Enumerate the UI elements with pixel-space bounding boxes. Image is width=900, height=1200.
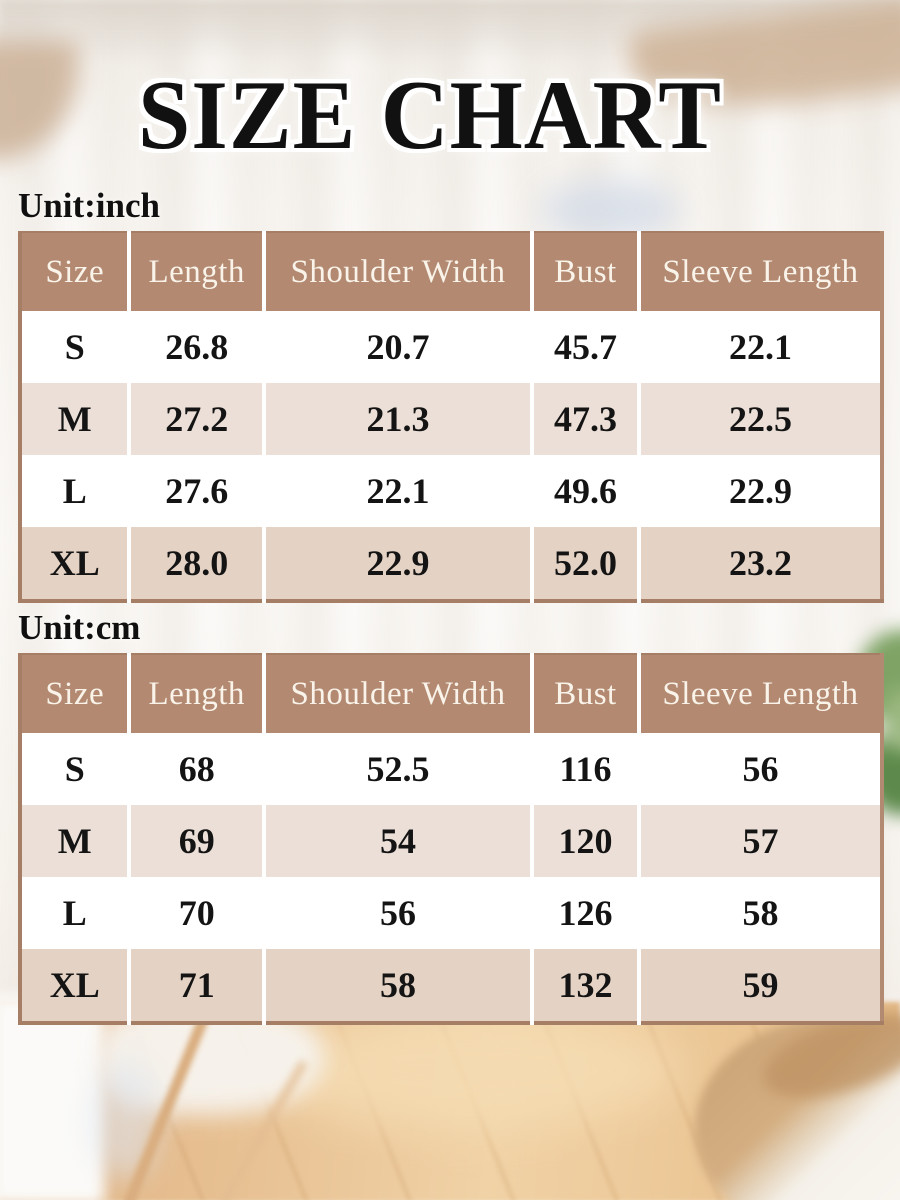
size-cell: XL	[20, 949, 130, 1023]
floor-reflection-blur	[90, 1060, 160, 1180]
column-header-row: Size Length Shoulder Width Bust Sleeve Lengt…	[20, 232, 882, 311]
size-cell: S	[20, 733, 130, 805]
ceiling-shadow	[0, 0, 900, 60]
column-header: Length	[127, 232, 264, 311]
column-header: Shoulder Width	[261, 654, 533, 733]
measurement-cell: 26.8	[127, 311, 264, 383]
table-row: S 68 52.5 116 56	[20, 733, 882, 805]
measurement-cell: 47.3	[530, 383, 639, 455]
size-table-cm: Size Length Shoulder Width Bust Sleeve Lengt…	[18, 653, 884, 1025]
size-cell: M	[20, 805, 130, 877]
size-cell: S	[20, 311, 130, 383]
wood-floor	[0, 1002, 900, 1200]
measurement-cell: 20.7	[261, 311, 533, 383]
column-header: Bust	[530, 232, 639, 311]
measurement-cell: 22.9	[261, 527, 533, 601]
measurement-cell: 116	[530, 733, 639, 805]
table-row: M 69 54 120 57	[20, 805, 882, 877]
unit-inch-label: Unit:inch	[18, 186, 160, 225]
table-header-row: Size Length Shoulder Width Bust Sleeve Lengt…	[20, 232, 882, 311]
column-header: Sleeve Length	[636, 232, 882, 311]
measurement-cell: 59	[636, 949, 882, 1023]
column-header: Bust	[530, 654, 639, 733]
page-title: SIZE CHART	[138, 60, 722, 170]
floor-light-glow	[260, 1010, 680, 1130]
measurement-cell: 70	[127, 877, 264, 949]
measurement-cell: 56	[261, 877, 533, 949]
table-body: S 26.8 20.7 45.7 22.1 M 27.2 21.3 47.3 22.5 L 27.6 2…	[20, 311, 882, 601]
size-cell: L	[20, 455, 130, 527]
measurement-cell: 71	[127, 949, 264, 1023]
plant-leaf-3	[886, 690, 900, 750]
measurement-cell: 54	[261, 805, 533, 877]
table-row: XL 71 58 132 59	[20, 949, 882, 1023]
column-header: Sleeve Length	[636, 654, 882, 733]
size-cell: M	[20, 383, 130, 455]
unit-cm-label: Unit:cm	[18, 608, 141, 647]
column-header: Length	[127, 654, 264, 733]
table-row: L 27.6 22.1 49.6 22.9	[20, 455, 882, 527]
column-header: Size	[20, 654, 130, 733]
column-header: Size	[20, 232, 130, 311]
column-header-row: Size Length Shoulder Width Bust Sleeve Lengt…	[20, 654, 882, 733]
measurement-cell: 28.0	[127, 527, 264, 601]
table-row: S 26.8 20.7 45.7 22.1	[20, 311, 882, 383]
column-header: Shoulder Width	[261, 232, 533, 311]
table-body: S 68 52.5 116 56 M 69 54 120 57 L 70 56 126 58 XL 71 58 13…	[20, 733, 882, 1023]
ladder-leg	[115, 1000, 216, 1200]
measurement-cell: 69	[127, 805, 264, 877]
measurement-cell: 52.0	[530, 527, 639, 601]
table-header-row: Size Length Shoulder Width Bust Sleeve Lengt…	[20, 654, 882, 733]
measurement-cell: 57	[636, 805, 882, 877]
measurement-cell: 45.7	[530, 311, 639, 383]
measurement-cell: 27.2	[127, 383, 264, 455]
measurement-cell: 58	[636, 877, 882, 949]
table-row: L 70 56 126 58	[20, 877, 882, 949]
measurement-cell: 120	[530, 805, 639, 877]
measurement-cell: 52.5	[261, 733, 533, 805]
size-table-inch: Size Length Shoulder Width Bust Sleeve Lengt…	[18, 231, 884, 603]
measurement-cell: 22.1	[261, 455, 533, 527]
measurement-cell: 126	[530, 877, 639, 949]
size-cell: XL	[20, 527, 130, 601]
measurement-cell: 21.3	[261, 383, 533, 455]
measurement-cell: 23.2	[636, 527, 882, 601]
measurement-cell: 56	[636, 733, 882, 805]
curtain-left-edge	[0, 995, 105, 1200]
measurement-cell: 22.9	[636, 455, 882, 527]
table-row: XL 28.0 22.9 52.0 23.2	[20, 527, 882, 601]
measurement-cell: 22.5	[636, 383, 882, 455]
table-row: M 27.2 21.3 47.3 22.5	[20, 383, 882, 455]
measurement-cell: 58	[261, 949, 533, 1023]
ladder-leg-2	[215, 1060, 308, 1200]
measurement-cell: 132	[530, 949, 639, 1023]
measurement-cell: 68	[127, 733, 264, 805]
measurement-cell: 22.1	[636, 311, 882, 383]
measurement-cell: 49.6	[530, 455, 639, 527]
measurement-cell: 27.6	[127, 455, 264, 527]
size-cell: L	[20, 877, 130, 949]
